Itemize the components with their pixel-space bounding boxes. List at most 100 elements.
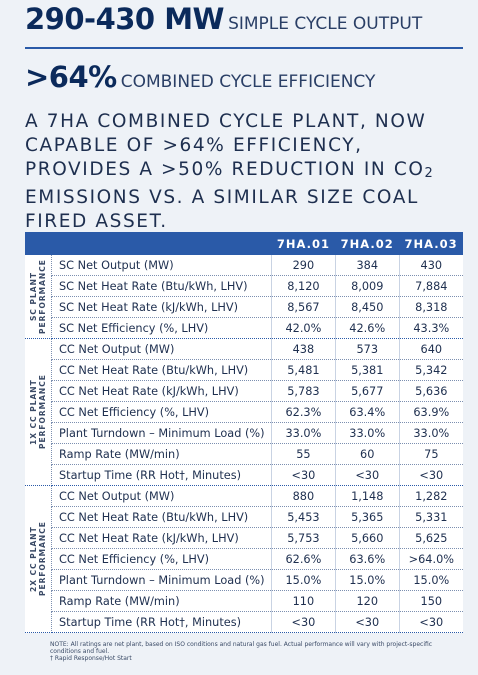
cell-value: 15.0% — [399, 569, 463, 591]
cell-value: 62.3% — [271, 401, 336, 423]
cell-value: 7,884 — [399, 275, 463, 297]
cell-value: 15.0% — [271, 569, 336, 591]
row-label: SC Net Heat Rate (kJ/kWh, LHV) — [51, 296, 272, 318]
statement: A 7HA COMBINED CYCLE PLANT, NOW CAPABLE … — [25, 110, 470, 234]
cell-value: 5,625 — [399, 527, 463, 549]
table-row: CC Net Efficiency (%, LHV) 62.3% 63.4% 63.9… — [25, 401, 463, 423]
cell-value: 5,677 — [335, 380, 400, 402]
group-label: SC PLANT PERFORMANCE — [29, 259, 47, 334]
row-label: CC Net Heat Rate (kJ/kWh, LHV) — [51, 380, 272, 402]
table-row: CC Net Heat Rate (kJ/kWh, LHV) 5,783 5,677… — [25, 380, 463, 402]
cell-value: 63.4% — [335, 401, 400, 423]
row-label: Plant Turndown – Minimum Load (%) — [51, 422, 272, 444]
cell-value: 15.0% — [335, 569, 400, 591]
cell-value: <30 — [399, 464, 463, 486]
cell-value: 33.0% — [271, 422, 336, 444]
row-label: CC Net Efficiency (%, LHV) — [51, 548, 272, 570]
cell-value: 120 — [335, 590, 400, 612]
cell-value: 110 — [271, 590, 336, 612]
cell-value: 63.6% — [335, 548, 400, 570]
column-header: 7HA.01 — [271, 232, 336, 255]
headline-label: SIMPLE CYCLE OUTPUT — [228, 14, 423, 34]
cell-value: 438 — [271, 338, 336, 360]
cell-value: 1,148 — [335, 485, 400, 507]
header-row: 7HA.01 7HA.02 7HA.03 — [25, 232, 463, 255]
cell-value: 42.0% — [271, 317, 336, 339]
statement-subscript: 2 — [424, 166, 435, 181]
row-label: Startup Time (RR Hot†, Minutes) — [51, 611, 272, 633]
row-label: CC Net Output (MW) — [51, 338, 272, 360]
cell-value: 5,783 — [271, 380, 336, 402]
row-label: SC Net Output (MW) — [51, 255, 272, 276]
row-label: CC Net Output (MW) — [51, 485, 272, 507]
cell-value: 150 — [399, 590, 463, 612]
table-row: Plant Turndown – Minimum Load (%) 33.0% 33… — [25, 422, 463, 444]
note: † Rapid Response/Hot Start — [50, 655, 132, 662]
cell-value: >64.0% — [399, 548, 463, 570]
column-header: 7HA.02 — [335, 232, 400, 255]
row-label: CC Net Heat Rate (Btu/kWh, LHV) — [51, 359, 272, 381]
cell-value: 290 — [271, 255, 336, 276]
cell-value: 5,342 — [399, 359, 463, 381]
cell-value: 384 — [335, 255, 400, 276]
row-label: Plant Turndown – Minimum Load (%) — [51, 569, 272, 591]
row-label: Ramp Rate (MW/min) — [51, 590, 272, 612]
cell-value: 880 — [271, 485, 336, 507]
table-row: CC Net Heat Rate (Btu/kWh, LHV) 5,453 5,36… — [25, 506, 463, 528]
row-label: SC Net Heat Rate (Btu/kWh, LHV) — [51, 275, 272, 297]
table-row: Startup Time (RR Hot†, Minutes) <30 <30 <30 — [25, 464, 463, 486]
cell-value: 5,331 — [399, 506, 463, 528]
table-row: SC PLANT PERFORMANCE SC Net Output (MW) 29… — [25, 255, 463, 339]
headline-label: COMBINED CYCLE EFFICIENCY — [120, 72, 376, 92]
divider — [25, 47, 463, 49]
cell-value: 8,009 — [335, 275, 400, 297]
cell-value: <30 — [335, 611, 400, 633]
cell-value: 43.3% — [399, 317, 463, 339]
statement-text: EMISSIONS VS. A SIMILAR SIZE COAL FIRED … — [25, 187, 419, 232]
cell-value: 430 — [399, 255, 463, 276]
table-row: Startup Time (RR Hot†, Minutes) <30 <30 <30 — [25, 611, 463, 633]
cell-value: 5,453 — [271, 506, 336, 528]
cell-value: 8,120 — [271, 275, 336, 297]
cell-value: <30 — [271, 611, 336, 633]
table-row: CC Net Heat Rate (kJ/kWh, LHV) 5,753 5,660… — [25, 527, 463, 549]
table-row: 1X CC PLANT PERFORMANCE CC Net Output (MW… — [25, 338, 463, 486]
cell-value: 5,481 — [271, 359, 336, 381]
row-label: SC Net Efficiency (%, LHV) — [51, 317, 272, 339]
cell-value: 5,636 — [399, 380, 463, 402]
table-row: SC Net Efficiency (%, LHV) 42.0% 42.6% 43.3… — [25, 317, 463, 339]
statement-text: A 7HA COMBINED CYCLE PLANT, NOW CAPABLE … — [25, 111, 427, 180]
table-row: Plant Turndown – Minimum Load (%) 15.0% 15… — [25, 569, 463, 591]
cell-value: 5,660 — [335, 527, 400, 549]
table-row: Ramp Rate (MW/min) 110 120 150 — [25, 590, 463, 612]
cell-value: 5,381 — [335, 359, 400, 381]
row-label: CC Net Efficiency (%, LHV) — [51, 401, 272, 423]
cell-value: 62.6% — [271, 548, 336, 570]
header-blank — [25, 232, 272, 255]
headline-value: 290-430 MW — [25, 2, 225, 36]
cell-value: 33.0% — [335, 422, 400, 444]
notes: NOTE: All ratings are net plant, based o… — [50, 641, 450, 662]
performance-table: 7HA.01 7HA.02 7HA.03 SC PLANT PERFORMANCE SC… — [25, 232, 463, 633]
cell-value: <30 — [399, 611, 463, 633]
row-label: CC Net Heat Rate (Btu/kWh, LHV) — [51, 506, 272, 528]
cell-value: 33.0% — [399, 422, 463, 444]
cell-value: <30 — [335, 464, 400, 486]
table-row: CC Net Efficiency (%, LHV) 62.6% 63.6% >64.… — [25, 548, 463, 570]
cell-value: 8,567 — [271, 296, 336, 318]
cell-value: 42.6% — [335, 317, 400, 339]
cell-value: 1,282 — [399, 485, 463, 507]
table-body: SC PLANT PERFORMANCE SC Net Output (MW) 29… — [25, 255, 463, 633]
table-row: SC Net Heat Rate (kJ/kWh, LHV) 8,567 8,450… — [25, 296, 463, 318]
cell-value: 5,753 — [271, 527, 336, 549]
cell-value: 8,318 — [399, 296, 463, 318]
table-row: CC Net Heat Rate (Btu/kWh, LHV) 5,481 5,38… — [25, 359, 463, 381]
note: NOTE: All ratings are net plant, based o… — [50, 641, 433, 655]
cell-value: 75 — [399, 443, 463, 465]
cell-value: 573 — [335, 338, 400, 360]
headline: >64% COMBINED CYCLE EFFICIENCY — [25, 60, 375, 94]
table-row: Ramp Rate (MW/min) 55 60 75 — [25, 443, 463, 465]
cell-value: <30 — [271, 464, 336, 486]
cell-value: 640 — [399, 338, 463, 360]
